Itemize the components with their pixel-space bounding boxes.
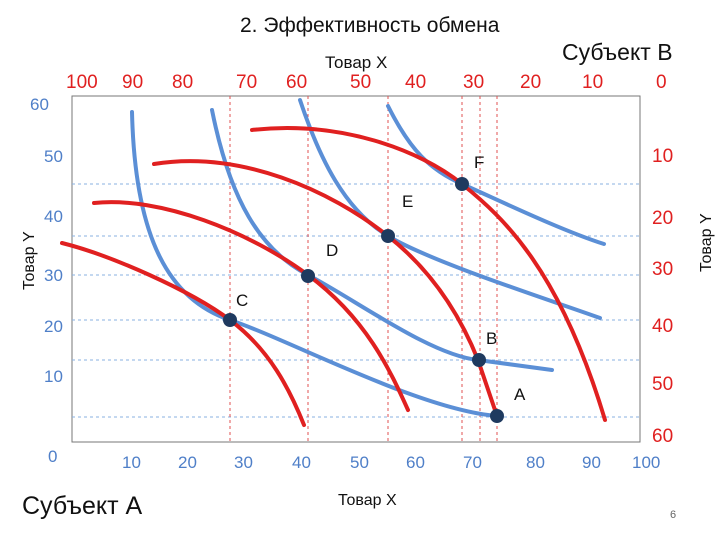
- bottom-tick-label: 60: [406, 453, 425, 472]
- point-labels: A B C D E F: [236, 153, 526, 404]
- point-label: D: [326, 241, 338, 260]
- top-tick-label: 50: [350, 72, 371, 93]
- bottom-tick-labels: 10 20 30 40 50 60 70 80 90 100: [122, 453, 660, 472]
- left-tick-label: 40: [44, 207, 63, 226]
- page-title: 2. Эффективность обмена: [240, 14, 500, 37]
- subject-b-label: Субъект B: [562, 39, 673, 65]
- left-tick-label: 0: [48, 447, 57, 466]
- point-b: [472, 353, 486, 367]
- point-label: E: [402, 192, 413, 211]
- right-tick-label: 30: [652, 259, 673, 280]
- top-tick-label: 30: [463, 72, 484, 93]
- bottom-tick-label: 20: [178, 453, 197, 472]
- top-tick-labels: 100 90 80 70 60 50 40 30 20 10 0: [66, 72, 667, 93]
- bottom-tick-label: 80: [526, 453, 545, 472]
- top-tick-label: 80: [172, 72, 193, 93]
- top-tick-label: 10: [582, 72, 603, 93]
- bottom-tick-label: 70: [463, 453, 482, 472]
- right-tick-label: 40: [652, 316, 673, 337]
- top-tick-label: 60: [286, 72, 307, 93]
- right-tick-label: 50: [652, 374, 673, 395]
- point-e: [381, 229, 395, 243]
- point-label: C: [236, 291, 248, 310]
- left-tick-label: 50: [44, 147, 63, 166]
- point-d: [301, 269, 315, 283]
- left-good-label: Товар Y: [21, 231, 38, 290]
- top-good-label: Товар X: [325, 53, 387, 72]
- right-good-label: Товар Y: [698, 213, 715, 272]
- page-number: 6: [670, 509, 676, 521]
- left-tick-label: 60: [30, 95, 49, 114]
- tangency-points: [223, 177, 504, 423]
- right-tick-label: 60: [652, 426, 673, 447]
- bottom-good-label: Товар X: [338, 492, 397, 509]
- bottom-tick-label: 100: [632, 453, 660, 472]
- top-tick-label: 90: [122, 72, 143, 93]
- right-tick-label: 20: [652, 208, 673, 229]
- point-label: A: [514, 385, 526, 404]
- top-tick-label: 40: [405, 72, 426, 93]
- top-tick-label: 100: [66, 72, 98, 93]
- bottom-tick-label: 90: [582, 453, 601, 472]
- box-frame: [71, 95, 641, 443]
- indifference-curve-a4: [386, 104, 606, 246]
- bottom-tick-label: 10: [122, 453, 141, 472]
- point-label: B: [486, 329, 497, 348]
- left-tick-label: 20: [44, 317, 63, 336]
- point-label: F: [474, 153, 484, 172]
- subject-b-curves: [60, 126, 607, 427]
- left-tick-labels: 60 50 40 30 20 10 0: [30, 95, 63, 466]
- right-tick-label: 10: [652, 146, 673, 167]
- bottom-tick-label: 50: [350, 453, 369, 472]
- bottom-tick-label: 40: [292, 453, 311, 472]
- bottom-tick-label: 30: [234, 453, 253, 472]
- right-tick-labels: 10 20 30 40 50 60: [652, 146, 673, 447]
- point-f: [455, 177, 469, 191]
- left-tick-label: 10: [44, 367, 63, 386]
- subject-a-label: Субъект A: [22, 492, 142, 520]
- indifference-curve-a1: [130, 110, 499, 418]
- top-tick-label: 0: [656, 72, 667, 93]
- point-a: [490, 409, 504, 423]
- left-tick-label: 30: [44, 266, 63, 285]
- top-tick-label: 20: [520, 72, 541, 93]
- point-c: [223, 313, 237, 327]
- top-tick-label: 70: [236, 72, 257, 93]
- grid-lines: [72, 96, 640, 442]
